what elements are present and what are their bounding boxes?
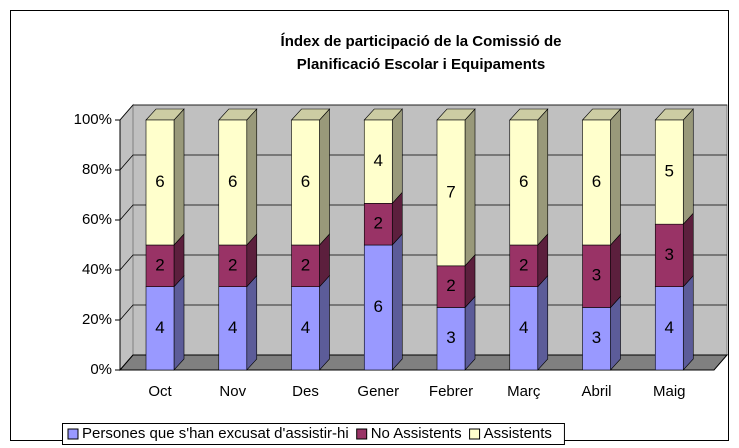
legend-swatch [67, 428, 79, 440]
data-label: 2 [228, 255, 237, 274]
data-label: 6 [374, 297, 383, 316]
data-label: 4 [665, 318, 674, 337]
data-label: 2 [519, 255, 528, 274]
y-tick-label: 0% [90, 361, 112, 378]
bar-side [610, 295, 621, 371]
y-tick-label: 40% [82, 261, 112, 278]
bar-side [173, 108, 185, 246]
bar-side [173, 274, 185, 371]
bar-side [610, 108, 621, 246]
data-label: 3 [665, 245, 674, 264]
data-label: 7 [446, 182, 455, 201]
data-label: 5 [665, 162, 674, 181]
bar-side [464, 295, 476, 371]
chart-title: Planificació Escolar i Equipaments [297, 56, 545, 73]
data-label: 6 [519, 172, 528, 191]
data-label: 4 [301, 318, 310, 337]
x-tick-label: Nov [219, 383, 246, 400]
bar [582, 244, 611, 308]
bar [363, 244, 393, 371]
data-label: 6 [155, 172, 164, 191]
bar [218, 119, 248, 246]
data-label: 2 [374, 214, 383, 233]
legend-swatch [356, 428, 368, 440]
x-tick-label: Oct [148, 383, 172, 400]
x-tick-label: Febrer [429, 383, 473, 400]
bar [363, 119, 393, 204]
bar [145, 286, 175, 371]
floor [118, 354, 729, 371]
bar [654, 119, 684, 225]
y-tick-label: 60% [82, 211, 112, 228]
bar-side [537, 108, 549, 246]
bar [291, 244, 320, 287]
data-label: 4 [519, 318, 528, 337]
bar [654, 223, 684, 287]
bar [291, 119, 320, 246]
bar-side [319, 108, 330, 246]
x-tick-label: Maig [653, 383, 686, 400]
x-tick-label: Gener [357, 383, 399, 400]
bar [363, 203, 393, 246]
legend-swatch [469, 428, 481, 440]
bar-side [391, 233, 403, 371]
bar [509, 286, 539, 371]
data-label: 6 [228, 172, 237, 191]
side-wall [119, 103, 134, 372]
data-label: 4 [155, 318, 164, 337]
y-tick-label: 100% [74, 111, 112, 128]
data-label: 4 [374, 151, 383, 170]
bar [582, 119, 611, 246]
data-label: 3 [592, 328, 601, 347]
x-tick-label: Març [507, 383, 541, 400]
data-label: 2 [446, 276, 455, 295]
bar [291, 286, 320, 371]
y-tick-label: 80% [82, 161, 112, 178]
y-tick-label: 20% [82, 311, 112, 328]
bar [145, 119, 175, 246]
bar-side [682, 212, 694, 288]
bar [145, 244, 175, 287]
x-tick-label: Des [292, 383, 319, 400]
legend [62, 423, 565, 445]
bar [436, 265, 466, 308]
data-label: 2 [155, 255, 164, 274]
bar [218, 286, 248, 371]
data-label: 3 [592, 266, 601, 285]
legend-label: No Assistents [371, 425, 462, 442]
grid-line [119, 104, 727, 121]
bar [436, 307, 466, 371]
bar-side [319, 274, 330, 371]
bar-side [246, 274, 258, 371]
legend-label: Persones que s'han excusat d'assistir-hi [82, 425, 349, 442]
x-tick-label: Abril [582, 383, 612, 400]
chart-title: Índex de participació de la Comissió de [281, 33, 562, 50]
bar-side [464, 108, 476, 267]
bar-side [391, 108, 403, 205]
bar [436, 119, 466, 267]
bar [218, 244, 248, 287]
legend-label: Assistents [484, 425, 552, 442]
data-label: 2 [301, 255, 310, 274]
bar [582, 307, 611, 371]
data-label: 6 [301, 172, 310, 191]
bar-side [682, 108, 694, 225]
data-label: 3 [446, 328, 455, 347]
bar [654, 286, 684, 371]
data-label: 4 [228, 318, 237, 337]
bar-side [246, 108, 258, 246]
bar-side [537, 274, 549, 371]
bar [509, 119, 539, 246]
data-label: 6 [592, 172, 601, 191]
bar-side [682, 274, 694, 371]
bar-side [610, 233, 621, 309]
